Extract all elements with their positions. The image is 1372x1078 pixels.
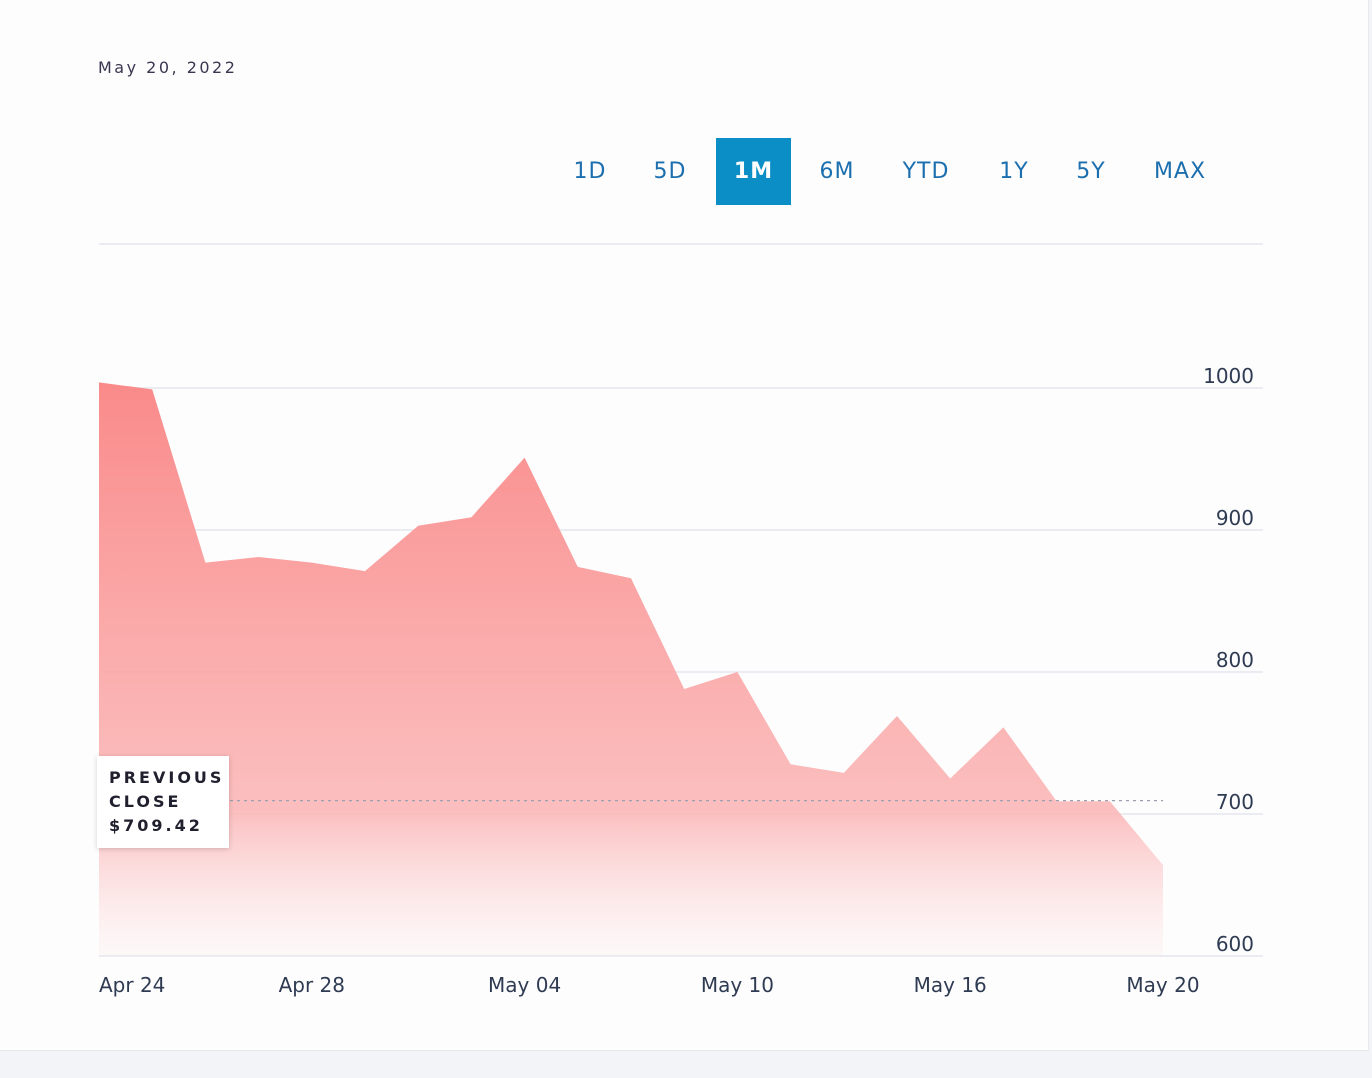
x-tick-label: May 20 — [1126, 973, 1199, 997]
range-button[interactable]: 6M — [800, 138, 874, 205]
range-button[interactable]: 1M — [716, 138, 791, 205]
previous-close-tooltip: PREVIOUS CLOSE $709.42 — [97, 755, 229, 848]
y-tick-label: 700 — [1216, 790, 1254, 814]
range-button[interactable]: 1D — [560, 138, 620, 205]
x-tick-label: Apr 24 — [99, 973, 165, 997]
range-button[interactable]: 1Y — [980, 138, 1048, 205]
tooltip-value: $709.42 — [109, 815, 203, 835]
tooltip-title: PREVIOUS CLOSE — [109, 767, 225, 811]
range-button[interactable]: YTD — [888, 138, 964, 205]
date: May 20, 2022 — [98, 58, 238, 77]
x-tick-label: May 04 — [488, 973, 561, 997]
x-tick-label: May 10 — [701, 973, 774, 997]
range-button[interactable]: 5Y — [1058, 138, 1124, 205]
y-tick-label: 800 — [1216, 648, 1254, 672]
range-button[interactable]: 5D — [640, 138, 700, 205]
y-tick-label: 1000 — [1203, 364, 1254, 388]
x-tick-label: Apr 28 — [279, 973, 345, 997]
x-tick-label: May 16 — [914, 973, 987, 997]
y-tick-label: 600 — [1216, 932, 1254, 956]
y-tick-label: 900 — [1216, 506, 1254, 530]
range-button[interactable]: MAX — [1142, 138, 1218, 205]
area — [99, 382, 1163, 956]
